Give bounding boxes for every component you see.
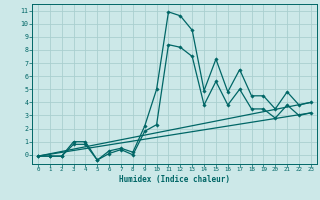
X-axis label: Humidex (Indice chaleur): Humidex (Indice chaleur) (119, 175, 230, 184)
